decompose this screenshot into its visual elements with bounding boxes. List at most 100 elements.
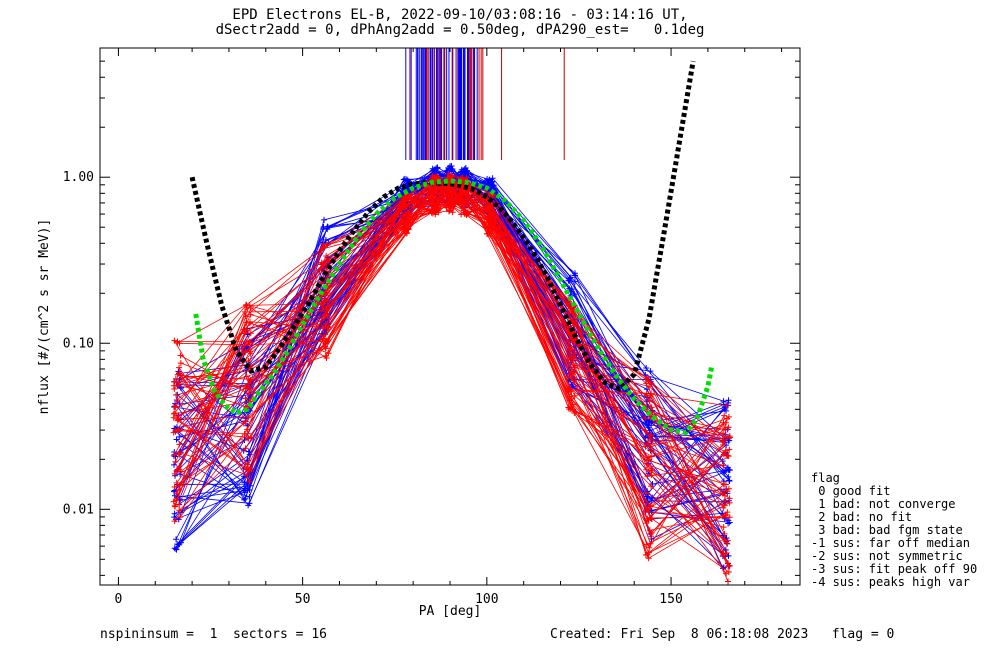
measurement-point: [173, 467, 180, 474]
measurement-point: [643, 541, 650, 548]
measurement-line: [178, 177, 725, 541]
measurement-point: [569, 377, 576, 384]
measurement-point: [644, 493, 651, 500]
measurement-point: [720, 524, 727, 531]
measurement-point: [429, 165, 436, 172]
x-tick-label: 150: [659, 592, 682, 607]
measurement-point: [325, 336, 332, 343]
measurement-point: [565, 277, 572, 284]
measurement-point: [176, 441, 183, 448]
measurement-point: [458, 169, 465, 176]
legend-item: -4 sus: peaks high var: [811, 575, 970, 589]
legend-item: 1 bad: not converge: [811, 497, 956, 511]
measurement-point: [567, 385, 574, 392]
flag-legend: flag 0 good fit 1 bad: not converge 2 ba…: [811, 472, 977, 589]
measurement-point: [726, 446, 733, 453]
measurement-point: [434, 165, 441, 172]
measurement-point: [171, 403, 178, 410]
measurement-point: [725, 466, 732, 473]
measurement-point: [319, 336, 326, 343]
measurement-point: [171, 483, 178, 490]
measurement-point: [171, 518, 178, 525]
measurement-point: [242, 445, 249, 452]
measurement-point: [177, 372, 184, 379]
measurement-point: [463, 167, 470, 174]
measurement-point: [320, 325, 327, 332]
measurement-point: [720, 437, 727, 444]
measurement-point: [642, 415, 649, 422]
measurement-line: [179, 185, 726, 518]
measurement-point: [449, 209, 456, 216]
measurement-point: [247, 318, 254, 325]
measurement-point: [645, 376, 652, 383]
measurement-point: [242, 302, 249, 309]
measurement-point: [725, 517, 732, 524]
measurement-point: [723, 570, 730, 577]
fit-curve-green: [193, 178, 715, 436]
measurement-point: [648, 507, 655, 514]
measurement-point: [403, 227, 410, 234]
measurement-point: [485, 177, 492, 184]
measurement-point: [645, 555, 652, 562]
measurement-point: [403, 230, 410, 237]
measurement-point: [648, 483, 655, 490]
x-axis-label: PA [deg]: [419, 604, 482, 619]
measurement-point: [177, 360, 184, 367]
measurement-point: [484, 225, 491, 232]
measurement-point: [720, 462, 727, 469]
measurement-point: [245, 376, 252, 383]
measurement-point: [171, 470, 178, 477]
measurement-point: [430, 192, 437, 199]
measurement-point: [399, 206, 406, 213]
chart-subtitle: dSectr2add = 0, dPhAng2add = 0.50deg, dP…: [215, 22, 705, 38]
measurement-point: [245, 390, 252, 397]
measurement-point: [648, 447, 655, 454]
legend-title: flag: [811, 471, 840, 485]
measurement-point: [324, 297, 331, 304]
measurement-point: [719, 441, 726, 448]
measurement-point: [323, 253, 330, 260]
measurement-point: [723, 415, 730, 422]
measurement-point: [177, 514, 184, 521]
measurement-point: [400, 213, 407, 220]
plot-area: [170, 48, 733, 585]
measurement-point: [323, 306, 330, 313]
measurement-point: [449, 165, 456, 172]
measurement-point: [648, 465, 655, 472]
measurement-point: [171, 488, 178, 495]
measurement-point: [725, 578, 732, 585]
legend-item: -1 sus: far off median: [811, 536, 970, 550]
legend-item: 3 bad: bad fgm state: [811, 523, 963, 537]
measurement-point: [725, 473, 732, 480]
measurement-point: [241, 330, 248, 337]
measurement-point: [567, 406, 574, 413]
measurement-point: [644, 422, 651, 429]
measurement-point: [319, 244, 326, 251]
legend-item: -3 sus: fit peak off 90: [811, 562, 978, 576]
measurement-line: [178, 171, 729, 557]
measurement-point: [173, 397, 180, 404]
measurement-point: [449, 195, 456, 202]
measurement-point: [648, 431, 655, 438]
measurement-point: [172, 427, 179, 434]
measurement-point: [723, 402, 730, 409]
measurement-point: [643, 365, 650, 372]
measurement-point: [170, 414, 177, 421]
measurement-point: [571, 364, 578, 371]
measurement-line: [179, 185, 725, 520]
measurement-point: [489, 220, 496, 227]
measurement-point: [647, 514, 654, 521]
measurement-point: [432, 187, 439, 194]
measurement-point: [726, 514, 733, 521]
measurement-point: [405, 209, 412, 216]
measurement-point: [246, 478, 253, 485]
measurement-point: [445, 170, 452, 177]
measurement-point: [176, 433, 183, 440]
measurement-point: [406, 192, 413, 199]
x-tick-label: 50: [295, 592, 311, 607]
measurement-point: [487, 210, 494, 217]
measurement-point: [401, 175, 408, 182]
measurement-point: [484, 215, 491, 222]
measurement-point: [175, 382, 182, 389]
measurement-point: [724, 540, 731, 547]
